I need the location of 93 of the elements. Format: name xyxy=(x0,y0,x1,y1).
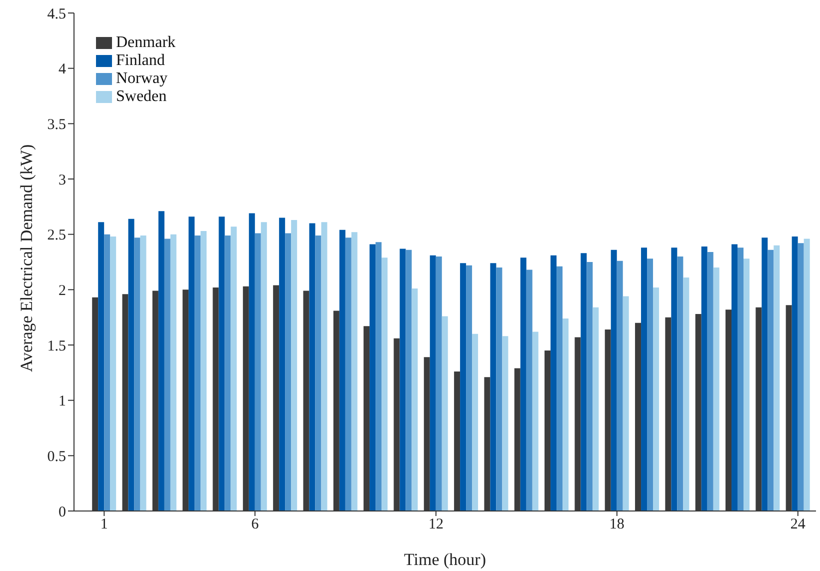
bar xyxy=(768,250,774,511)
x-axis-title: Time (hour) xyxy=(404,550,486,569)
bar xyxy=(744,258,750,511)
bar xyxy=(774,245,780,511)
legend-label: Finland xyxy=(116,52,165,69)
bar xyxy=(309,223,316,511)
bar xyxy=(188,216,195,511)
bar xyxy=(550,255,557,511)
bar xyxy=(248,213,255,511)
bar xyxy=(224,235,231,511)
bar xyxy=(671,248,678,511)
bar xyxy=(98,222,104,511)
bar xyxy=(351,232,358,511)
bar xyxy=(526,270,532,511)
x-tick-label: 1 xyxy=(100,516,108,533)
bar xyxy=(798,243,804,511)
bar xyxy=(496,268,502,511)
bar xyxy=(110,236,116,511)
bar xyxy=(466,265,472,511)
y-tick-label: 4 xyxy=(58,62,66,78)
bar xyxy=(279,218,286,511)
bar xyxy=(677,256,684,511)
bar xyxy=(701,246,708,511)
y-tick-label: 0 xyxy=(58,504,66,520)
bar xyxy=(134,238,140,511)
bar xyxy=(406,250,412,511)
bar xyxy=(762,238,768,511)
bar xyxy=(430,255,436,511)
y-tick-label: 2 xyxy=(58,282,66,299)
y-tick-label: 2.5 xyxy=(47,228,66,244)
bar xyxy=(532,332,538,511)
bar xyxy=(713,268,720,511)
bar xyxy=(804,238,810,511)
y-tick-label: 0.5 xyxy=(47,448,66,465)
bar xyxy=(647,258,654,511)
bar xyxy=(260,222,267,511)
bar xyxy=(140,235,146,511)
y-tick-label: 1 xyxy=(58,394,66,410)
x-tick-label: 24 xyxy=(790,516,806,533)
x-tick-label: 18 xyxy=(609,516,624,533)
bar xyxy=(321,222,328,511)
bar xyxy=(285,233,292,511)
x-tick-label: 12 xyxy=(428,516,444,533)
bar xyxy=(622,296,629,511)
bar xyxy=(104,234,110,511)
y-tick-label: 1.5 xyxy=(47,338,66,354)
y-axis-title: Average Electrical Demand (kW) xyxy=(17,144,36,372)
bar xyxy=(502,336,508,511)
bar xyxy=(707,252,714,511)
legend-label: Norway xyxy=(116,70,168,87)
bar xyxy=(382,258,388,511)
bar xyxy=(683,277,690,511)
x-tick-label: 6 xyxy=(251,516,260,533)
bar xyxy=(158,211,164,511)
bar xyxy=(370,244,376,511)
bar xyxy=(194,235,201,511)
bar xyxy=(641,248,648,511)
legend-label: Sweden xyxy=(116,88,167,105)
bar xyxy=(170,234,176,511)
bar xyxy=(460,263,466,511)
y-tick-label: 3 xyxy=(58,172,66,188)
bar xyxy=(653,287,660,511)
y-tick-label: 3.5 xyxy=(47,116,66,133)
bar xyxy=(556,266,563,511)
bar xyxy=(218,216,225,511)
legend-label: Denmark xyxy=(116,34,176,51)
bar xyxy=(345,238,352,511)
y-tick-label: 4.5 xyxy=(47,6,66,22)
bar xyxy=(400,248,406,511)
bar xyxy=(610,250,617,511)
bar xyxy=(472,334,478,511)
bar xyxy=(230,226,237,511)
bar xyxy=(339,230,346,511)
bar xyxy=(254,233,261,511)
bar xyxy=(442,316,448,511)
bar xyxy=(580,253,587,511)
bar xyxy=(592,307,599,511)
bar xyxy=(315,235,322,511)
bar xyxy=(200,231,207,511)
bar xyxy=(164,238,170,511)
bar xyxy=(586,262,593,511)
bar xyxy=(520,258,526,511)
bar xyxy=(562,318,569,511)
bar xyxy=(490,263,496,511)
bar xyxy=(738,248,744,511)
bar xyxy=(436,256,442,511)
bar xyxy=(376,242,382,511)
bar xyxy=(616,260,623,511)
bar xyxy=(412,288,418,511)
bar xyxy=(291,220,298,511)
bar xyxy=(732,244,738,511)
bar xyxy=(128,218,134,511)
bar xyxy=(792,236,798,511)
